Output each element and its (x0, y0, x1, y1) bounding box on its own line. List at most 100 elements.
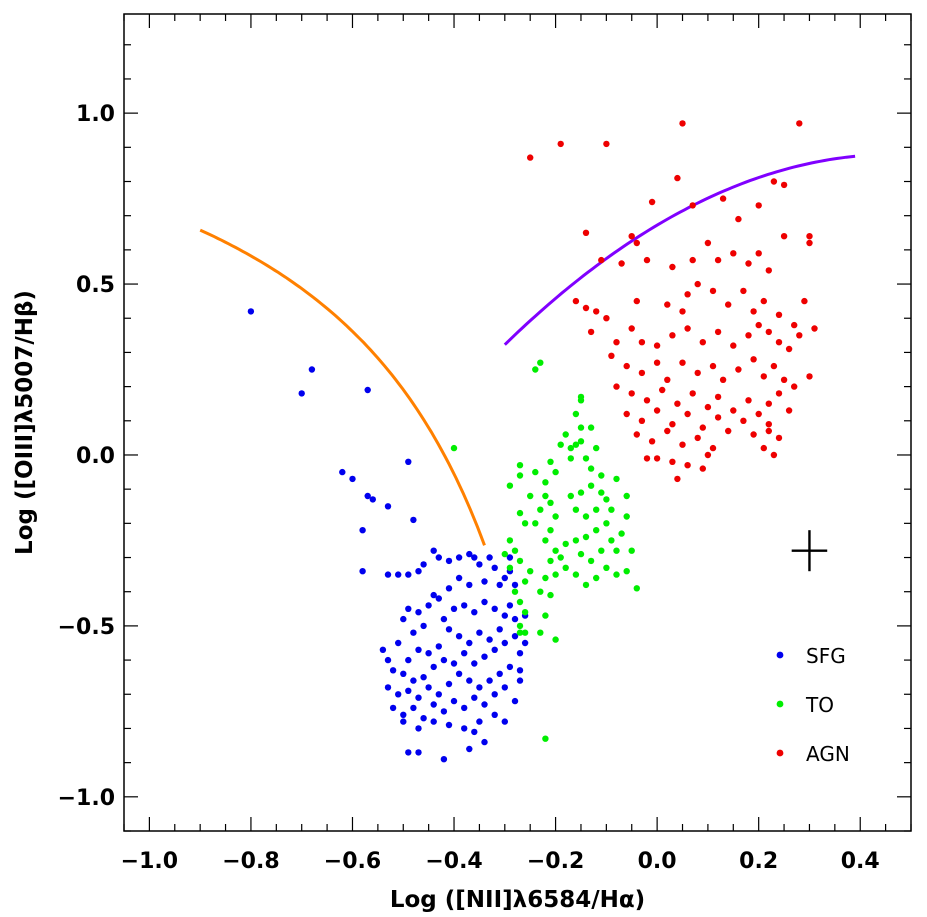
agn-point (704, 403, 712, 411)
to-point (521, 629, 529, 636)
agn-point (725, 427, 732, 435)
to-point (577, 424, 585, 431)
to-point (613, 571, 620, 578)
agn-point (694, 434, 701, 442)
sfg-point (405, 605, 412, 612)
sfg-point (501, 574, 508, 582)
agn-point (623, 362, 630, 370)
to-point (572, 410, 580, 418)
sfg-point (308, 366, 316, 373)
sfg-point (481, 701, 488, 708)
sfg-point (364, 386, 371, 394)
sfg-point (384, 571, 392, 578)
to-point (562, 431, 569, 438)
agn-point (598, 256, 605, 264)
sfg-point (359, 527, 366, 534)
sfg-point (491, 605, 498, 612)
sfg-point (491, 564, 498, 571)
agn-point (755, 410, 762, 418)
agn-point (760, 297, 767, 305)
to-point (593, 506, 600, 513)
sfg-point (425, 684, 432, 691)
x-tick-label: −0.2 (527, 849, 584, 874)
to-point (582, 533, 590, 541)
agn-point (770, 362, 778, 370)
sfg-point (496, 581, 503, 589)
to-point (537, 588, 544, 595)
agn-point (684, 462, 691, 469)
to-point (562, 540, 569, 548)
agn-point (638, 369, 646, 377)
agn-point (603, 140, 610, 148)
agn-point (755, 202, 762, 209)
agn-point (765, 267, 772, 274)
to-point (542, 537, 549, 544)
sfg-point (471, 694, 478, 701)
legend-marker-sfg (776, 651, 784, 659)
to-point (572, 537, 580, 544)
to-point (521, 609, 529, 616)
agn-point (775, 434, 783, 442)
agn-point (699, 424, 706, 431)
sfg-point (511, 633, 519, 640)
x-tick-label: −1.0 (121, 849, 178, 874)
agn-point (780, 233, 788, 240)
legend-marker-to (776, 700, 784, 708)
agn-point (618, 260, 625, 267)
agn-point (775, 311, 783, 318)
agn-point (730, 342, 737, 349)
to-point (587, 557, 595, 565)
to-point (567, 455, 574, 462)
agn-point (664, 301, 671, 308)
agn-point (669, 332, 676, 339)
agn-point (735, 366, 742, 373)
agn-point (633, 297, 640, 305)
sfg-point (415, 609, 422, 616)
sfg-point (389, 667, 397, 674)
sfg-point (430, 718, 437, 725)
agn-point (785, 345, 793, 353)
agn-point (587, 328, 595, 336)
sfg-point (506, 554, 514, 561)
sfg-point (395, 691, 402, 698)
agn-point (745, 397, 752, 404)
sfg-point (501, 639, 508, 647)
agn-point (648, 198, 656, 206)
agn-point (557, 140, 564, 148)
sfg-point (420, 561, 427, 568)
y-axis-label: Log ([OIII]λ5007/Hβ) (12, 290, 38, 555)
to-point (511, 588, 519, 595)
to-point (582, 455, 590, 462)
sfg-point (395, 571, 402, 578)
sfg-point (425, 602, 432, 609)
legend-label-sfg: SFG (806, 644, 846, 668)
to-point (623, 568, 630, 575)
sfg-point (516, 650, 524, 657)
sfg-point (450, 605, 458, 612)
to-point (577, 393, 585, 401)
sfg-point (369, 496, 376, 503)
to-point (532, 468, 539, 476)
sfg-point (476, 561, 483, 568)
agn-point (608, 352, 615, 359)
sfg-point (450, 697, 458, 705)
sfg-point (435, 595, 442, 602)
to-point (603, 520, 610, 527)
to-point (577, 438, 585, 445)
to-point (516, 622, 524, 630)
sfg-point (521, 639, 529, 647)
sfg-point (455, 633, 463, 640)
sfg-point (349, 475, 356, 483)
sfg-point (405, 656, 412, 664)
agn-point (633, 431, 640, 438)
to-point (532, 520, 539, 527)
to-point (506, 564, 514, 571)
y-tick-label: −1.0 (58, 786, 115, 811)
agn-point (593, 308, 600, 315)
agn-point (628, 325, 635, 332)
sfg-point (435, 643, 442, 650)
sfg-point (445, 721, 453, 729)
to-point (603, 496, 610, 503)
sfg-point (359, 568, 366, 575)
